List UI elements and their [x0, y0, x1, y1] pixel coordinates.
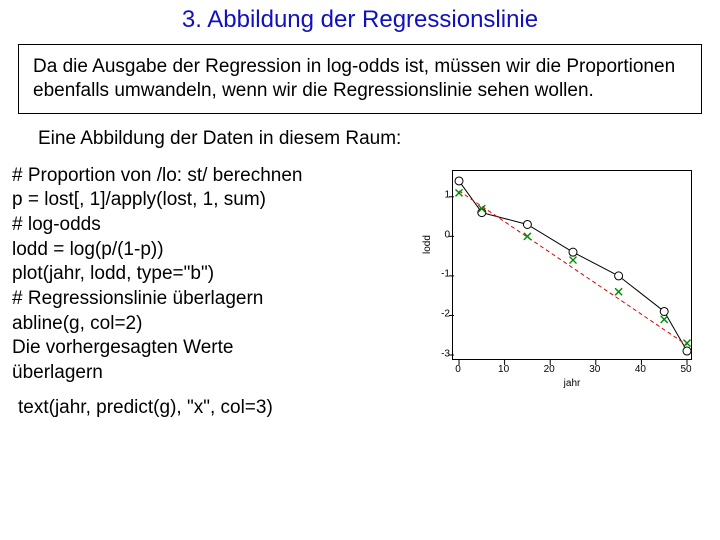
last-code-line: text(jahr, predict(g), "x", col=3): [18, 397, 720, 419]
page-title: 3. Abbildung der Regressionslinie: [0, 0, 720, 44]
chart-yticks: -3-2-101: [432, 170, 450, 360]
code-line: abline(g, col=2): [12, 312, 410, 337]
subheading: Eine Abbildung der Daten in diesem Raum:: [38, 128, 720, 150]
code-block: # Proportion von /lo: st/ berechnenp = l…: [12, 164, 410, 386]
code-line: p = lost[, 1]/apply(lost, 1, sum): [12, 188, 410, 213]
chart-xlabel: jahr: [452, 378, 692, 389]
chart-plot-area: [452, 170, 692, 360]
code-line: überlagern: [12, 361, 410, 386]
chart-xticks: 01020304050: [452, 364, 692, 378]
code-line: lodd = log(p/(1-p)): [12, 238, 410, 263]
code-line: # log-odds: [12, 213, 410, 238]
code-line: # Proportion von /lo: st/ berechnen: [12, 164, 410, 189]
code-line: Die vorhergesagten Werte: [12, 336, 410, 361]
code-line: plot(jahr, lodd, type="b"): [12, 262, 410, 287]
regression-chart: lodd -3-2-101 01020304050 jahr: [410, 164, 710, 389]
info-box: Da die Ausgabe der Regression in log-odd…: [18, 44, 702, 114]
code-line: # Regressionslinie überlagern: [12, 287, 410, 312]
